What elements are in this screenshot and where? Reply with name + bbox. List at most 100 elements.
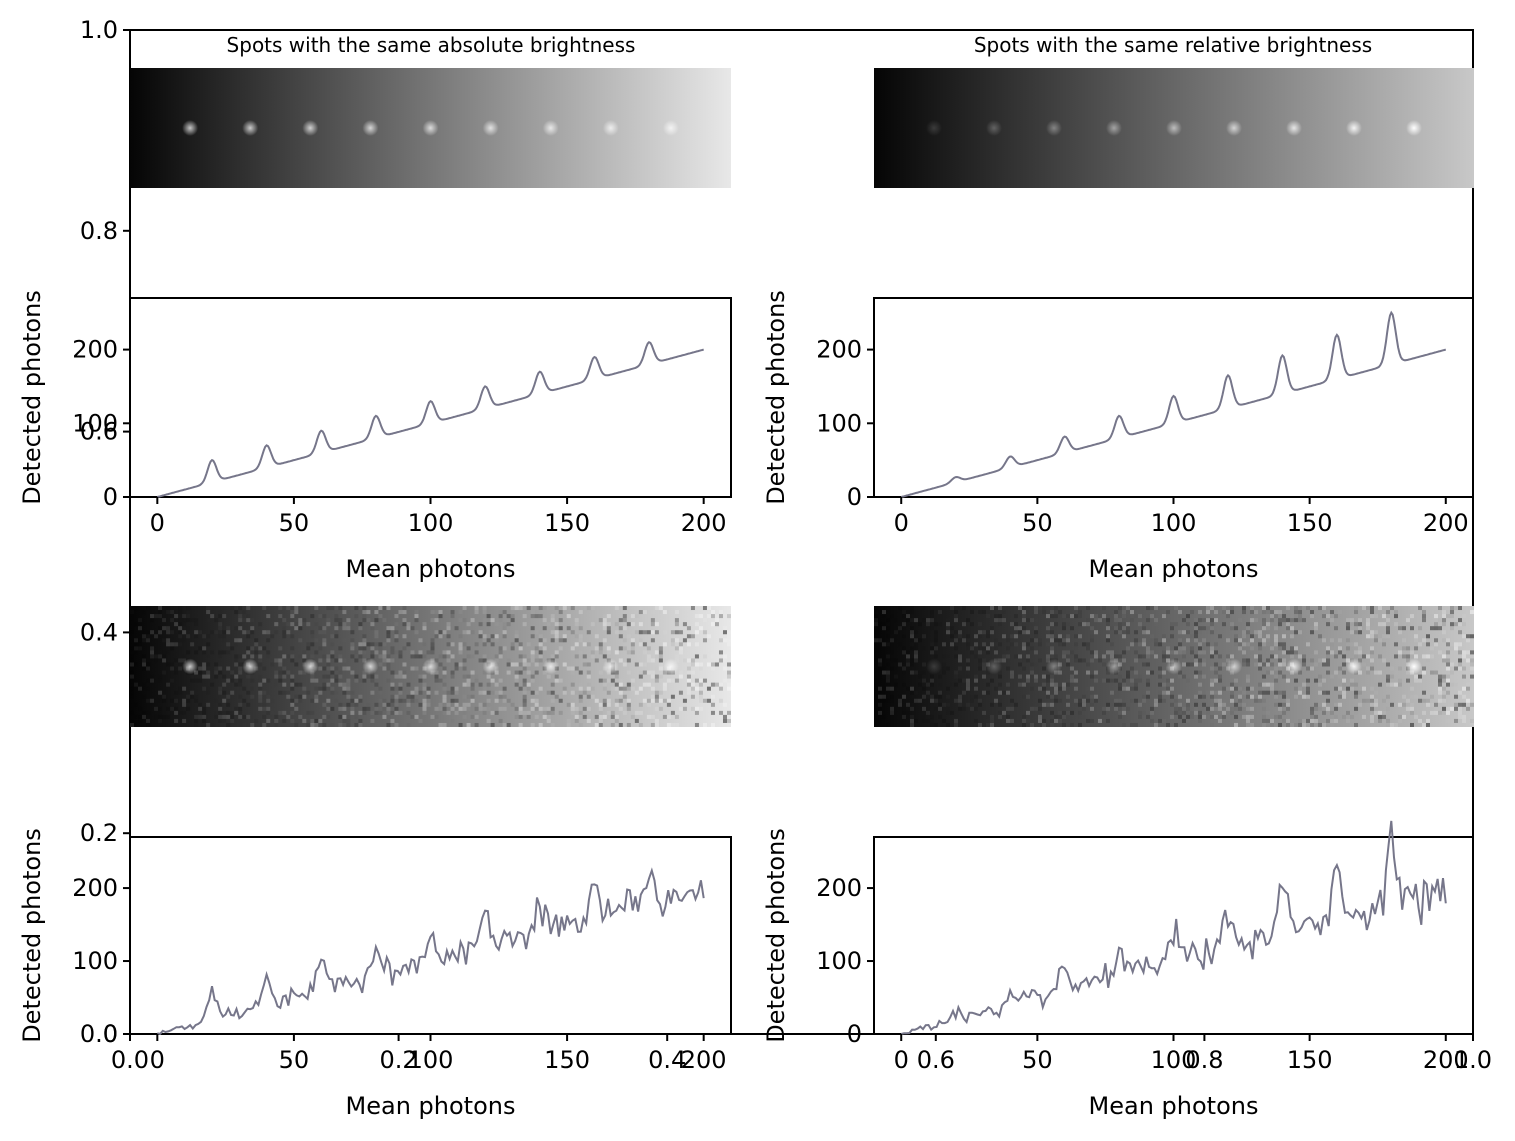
spot — [422, 658, 439, 675]
xtick-label: 100 — [408, 509, 454, 537]
bg-ytick-label: 0.6 — [80, 418, 118, 446]
background-frame — [129, 29, 1474, 1035]
spot — [1166, 658, 1182, 675]
xtick-label: 150 — [1287, 509, 1333, 537]
bg-xtick-label: 0.4 — [648, 1046, 686, 1074]
spot — [1406, 120, 1422, 136]
spot — [1226, 120, 1242, 136]
ytick-label: 200 — [816, 336, 862, 364]
xlabel: Mean photons — [346, 555, 516, 583]
spot — [986, 120, 1002, 136]
spot — [302, 658, 319, 675]
spot — [662, 658, 679, 675]
spot — [926, 120, 942, 136]
bg-ytick-label: 0.2 — [80, 819, 118, 847]
spot-images — [130, 68, 1474, 727]
bg-ytick-label: 0.0 — [80, 1020, 118, 1048]
spot — [482, 120, 499, 136]
spot — [662, 120, 679, 136]
xtick-label: 150 — [544, 509, 590, 537]
spot — [362, 658, 379, 675]
bg-ytick-label: 0.4 — [80, 618, 118, 646]
spot — [1286, 120, 1302, 136]
series-line — [157, 867, 705, 1036]
spot — [422, 120, 439, 136]
title-relative: Spots with the same relative brightness — [974, 33, 1372, 57]
spot — [362, 120, 379, 136]
spot — [1286, 658, 1302, 675]
xtick-label: 50 — [1022, 509, 1053, 537]
xlabel: Mean photons — [1089, 1092, 1259, 1120]
spot — [1106, 658, 1122, 675]
bg-ytick-label: 1.0 — [80, 16, 118, 44]
bg-xtick-label: 0.8 — [1185, 1046, 1223, 1074]
xtick-label: 200 — [1423, 509, 1469, 537]
series-line — [900, 820, 1447, 1035]
xtick-label: 100 — [1151, 509, 1197, 537]
spot — [1346, 658, 1362, 675]
series-line — [900, 310, 1447, 498]
spot — [1046, 120, 1062, 136]
bg-xtick-label: 0.0 — [111, 1046, 149, 1074]
spot — [1046, 658, 1062, 675]
spot — [1106, 120, 1122, 136]
spot — [182, 120, 199, 136]
background-axes: 0.0 0.2 0.4 0.6 0.8 1.0 0.0 0.2 0.4 0.6 0.8 1.0 — [80, 16, 1492, 1074]
xtick-label: 0 — [150, 509, 165, 537]
strip-absolute-noisy — [130, 606, 731, 727]
strip-relative-noise-free — [874, 68, 1474, 188]
panel-absolute-noise-free: 0 50 100 150 200 0 100 200 Mean photons Detected … — [18, 290, 732, 583]
xtick-label: 50 — [1022, 1046, 1053, 1074]
xtick-label: 0 — [894, 1046, 909, 1074]
panel-relative-noise-free: 0 50 100 150 200 0 100 200 Mean photons Detected … — [762, 290, 1474, 583]
panel-relative-noisy: 0 50 100 150 200 0 100 200 Mean photons Detected … — [762, 820, 1474, 1120]
panel-frame — [129, 297, 732, 498]
ytick-label: 100 — [816, 947, 862, 975]
spot — [1406, 658, 1422, 675]
ylabel: Detected photons — [762, 290, 790, 505]
ytick-label: 200 — [72, 874, 118, 902]
spot — [302, 120, 319, 136]
spot — [602, 120, 619, 136]
xtick-label: 200 — [1423, 1046, 1469, 1074]
xtick-label: 0 — [150, 1046, 165, 1074]
spot — [1166, 120, 1182, 136]
title-absolute: Spots with the same absolute brightness — [227, 33, 636, 57]
ytick-label: 100 — [816, 409, 862, 437]
spot — [482, 658, 499, 675]
spot — [926, 658, 942, 675]
strip-relative-noisy — [874, 606, 1474, 727]
spot — [1346, 120, 1362, 136]
ytick-label: 0 — [847, 483, 862, 511]
xtick-label: 100 — [408, 1046, 454, 1074]
series-line — [157, 340, 704, 498]
ytick-label: 0 — [103, 483, 118, 511]
xlabel: Mean photons — [346, 1092, 516, 1120]
spot — [986, 658, 1002, 675]
xtick-label: 100 — [1151, 1046, 1197, 1074]
xtick-label: 200 — [681, 1046, 727, 1074]
xtick-label: 200 — [681, 509, 727, 537]
ytick-label: 0 — [847, 1020, 862, 1048]
ytick-label: 200 — [816, 874, 862, 902]
spot — [242, 120, 259, 136]
strip-absolute-noise-free — [130, 68, 731, 188]
spot — [242, 658, 259, 675]
panel-absolute-noisy: 0 50 100 150 200 0 100 200 Mean photons Detected … — [18, 828, 732, 1120]
spot — [182, 658, 199, 675]
ylabel: Detected photons — [18, 290, 46, 505]
xlabel: Mean photons — [1089, 555, 1259, 583]
bg-xtick-label: 0.2 — [380, 1046, 418, 1074]
ytick-label: 0 — [103, 1020, 118, 1048]
ylabel: Detected photons — [762, 828, 790, 1043]
ylabel: Detected photons — [18, 828, 46, 1043]
spot — [542, 120, 559, 136]
bg-ytick-label: 0.8 — [80, 217, 118, 245]
xtick-label: 150 — [544, 1046, 590, 1074]
bg-xtick-label: 1.0 — [1454, 1046, 1492, 1074]
xtick-label: 50 — [279, 509, 310, 537]
xtick-label: 50 — [279, 1046, 310, 1074]
spot — [542, 658, 559, 675]
bg-xtick-label: 0.6 — [917, 1046, 955, 1074]
